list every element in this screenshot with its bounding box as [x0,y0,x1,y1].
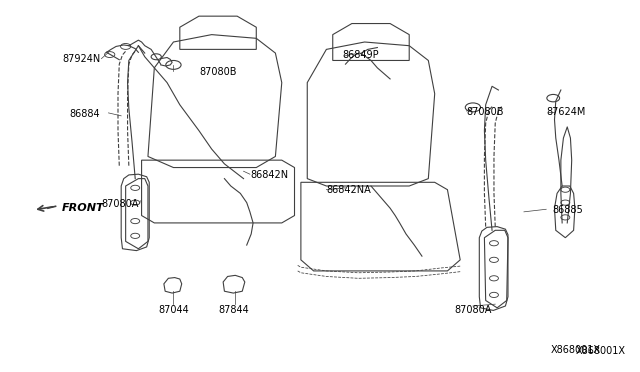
Text: X868001X: X868001X [550,345,600,355]
Text: 87624M: 87624M [546,107,586,117]
Text: 86885: 86885 [552,205,583,215]
Text: FRONT: FRONT [62,203,104,213]
Text: 86842NA: 86842NA [326,185,371,195]
Text: 86842N: 86842N [250,170,288,180]
Text: 86884: 86884 [70,109,100,119]
Text: 87080A: 87080A [101,199,138,209]
Text: 87924N: 87924N [62,54,100,64]
Text: 87080A: 87080A [454,305,492,315]
Text: 86849P: 86849P [342,50,379,60]
Text: 87080B: 87080B [467,107,504,117]
Text: 87844: 87844 [219,305,250,315]
Text: X868001X: X868001X [576,346,626,356]
Text: 87044: 87044 [158,305,189,315]
Text: 87080B: 87080B [199,67,236,77]
